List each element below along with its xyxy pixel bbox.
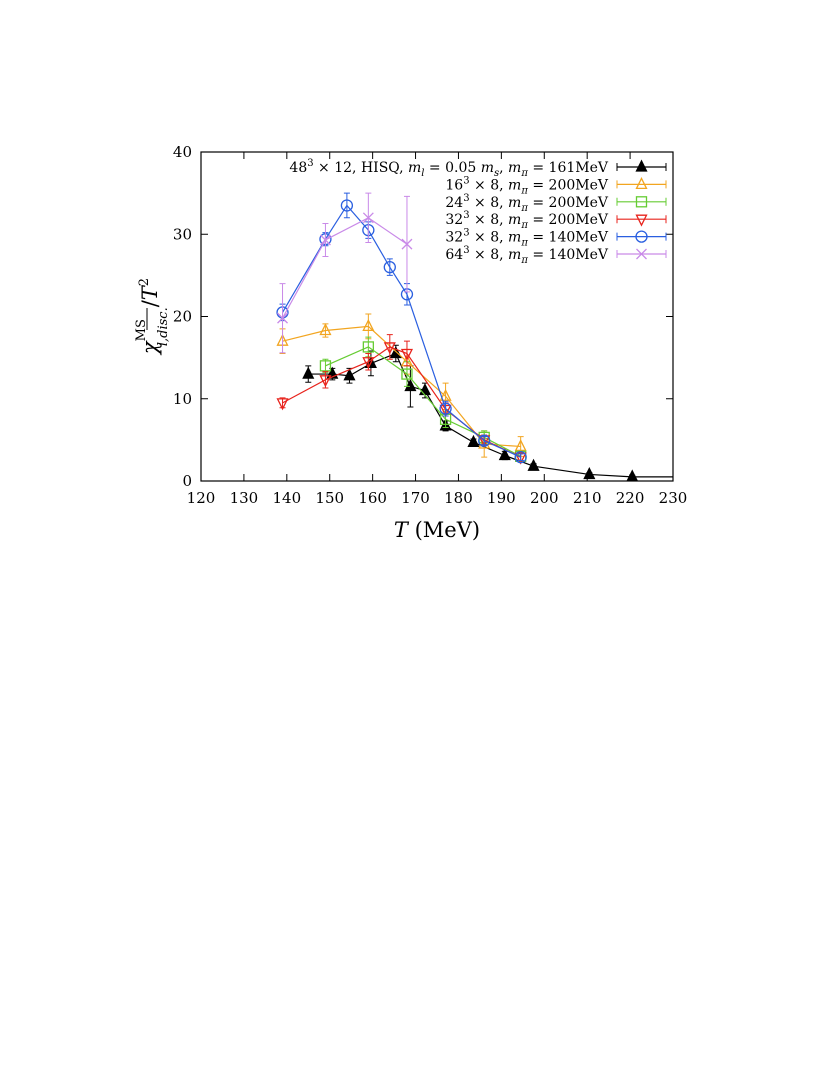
data-point (626, 469, 639, 482)
data-point (340, 199, 354, 212)
x-tick-label: 170 (401, 489, 430, 507)
x-tick-label: 210 (573, 489, 602, 507)
legend-errorcap (616, 180, 667, 189)
data-point (478, 435, 491, 448)
legend-label: 483 × 12, HISQ, ml = 0.05 ms, mπ = 161Me… (289, 158, 608, 179)
error-bar (481, 436, 488, 446)
data-point (277, 312, 288, 324)
error-bar (343, 192, 350, 219)
data-point (498, 448, 511, 461)
legend-marker (636, 248, 647, 260)
series-line (282, 217, 408, 319)
x-tick-label: 190 (487, 489, 516, 507)
legend-label: 323 × 8, mπ = 200MeV (445, 210, 608, 231)
legend-entry: 163 × 8, mπ = 200MeV (445, 175, 667, 196)
data-point (319, 375, 332, 388)
y-tick-label: 40 (173, 143, 192, 161)
data-point (467, 434, 480, 447)
legend: 483 × 12, HISQ, ml = 0.05 ms, mπ = 161Me… (289, 158, 667, 266)
data-point (362, 318, 375, 332)
data-point (302, 366, 315, 379)
data-point (514, 439, 527, 452)
series-line (325, 346, 521, 457)
error-bar (386, 334, 393, 360)
legend-label: 243 × 8, mπ = 200MeV (445, 193, 608, 214)
legend-marker (635, 214, 648, 227)
data-point (343, 368, 356, 381)
error-bar (403, 340, 410, 367)
data-point (527, 458, 540, 471)
data-point (383, 342, 396, 355)
legend-label: 323 × 8, mπ = 140MeV (445, 228, 608, 249)
legend-entry: 323 × 8, mπ = 200MeV (445, 210, 667, 231)
error-bar (517, 453, 524, 461)
x-tick-label: 160 (358, 489, 387, 507)
legend-label: 643 × 8, mπ = 140MeV (445, 245, 608, 266)
legend-entry: 323 × 8, mπ = 140MeV (445, 228, 667, 249)
x-tick-label: 140 (272, 489, 301, 507)
data-point (319, 234, 331, 246)
y-tick-label: 20 (173, 308, 192, 326)
axes-layer: 120 130 140 150 160 170 180 190 200 210 220 230 0 10 2… (134, 143, 687, 542)
data-point (383, 260, 396, 274)
x-tick-label: 200 (530, 489, 559, 507)
x-axis-label: T (MeV) (394, 518, 480, 542)
x-tick-label: 150 (315, 489, 344, 507)
data-point (362, 212, 374, 224)
data-point (362, 357, 375, 370)
legend-entry: 643 × 8, mπ = 140MeV (445, 245, 667, 266)
legend-label: 163 × 8, mπ = 200MeV (445, 175, 608, 196)
series-line (282, 325, 521, 448)
legend-errorcap (616, 215, 667, 224)
data-point (276, 398, 289, 411)
data-point (362, 341, 374, 353)
y-tick-label: 10 (173, 390, 192, 408)
data-point (389, 346, 402, 359)
series-line (308, 352, 673, 478)
data-point (400, 348, 414, 361)
legend-marker (635, 196, 648, 208)
x-tick-label: 180 (444, 489, 473, 507)
legend-errorcap (616, 250, 667, 258)
data-point (514, 450, 527, 464)
data-point (319, 360, 332, 372)
legend-errorcap (616, 163, 667, 171)
data-point (401, 238, 413, 250)
data-point (319, 323, 332, 336)
x-tick-label: 230 (659, 489, 688, 507)
y-axis-label: χMS l,disc./T2 (134, 278, 171, 356)
x-tick-label: 130 (230, 489, 259, 507)
data-point (404, 378, 417, 392)
legend-marker (635, 159, 648, 172)
data-point (439, 388, 452, 401)
legend-errorcap (616, 197, 667, 206)
x-tick-label: 220 (616, 489, 645, 507)
series-2 (319, 336, 527, 462)
data-point (401, 368, 413, 380)
y-tick-label: 30 (173, 225, 192, 243)
legend-errorcap (616, 232, 667, 241)
legend-entry: 243 × 8, mπ = 200MeV (445, 193, 667, 214)
y-tick-label: 0 (182, 472, 192, 490)
data-point (514, 452, 527, 465)
series-5 (277, 192, 413, 354)
legend-marker (635, 176, 648, 190)
data-point (439, 402, 452, 415)
series-layer (276, 192, 673, 482)
legend-marker (635, 230, 648, 243)
x-tick-label: 120 (187, 489, 216, 507)
legend-entry: 483 × 12, HISQ, ml = 0.05 ms, mπ = 161Me… (289, 158, 667, 179)
series-0 (302, 344, 673, 482)
data-point (478, 434, 491, 447)
